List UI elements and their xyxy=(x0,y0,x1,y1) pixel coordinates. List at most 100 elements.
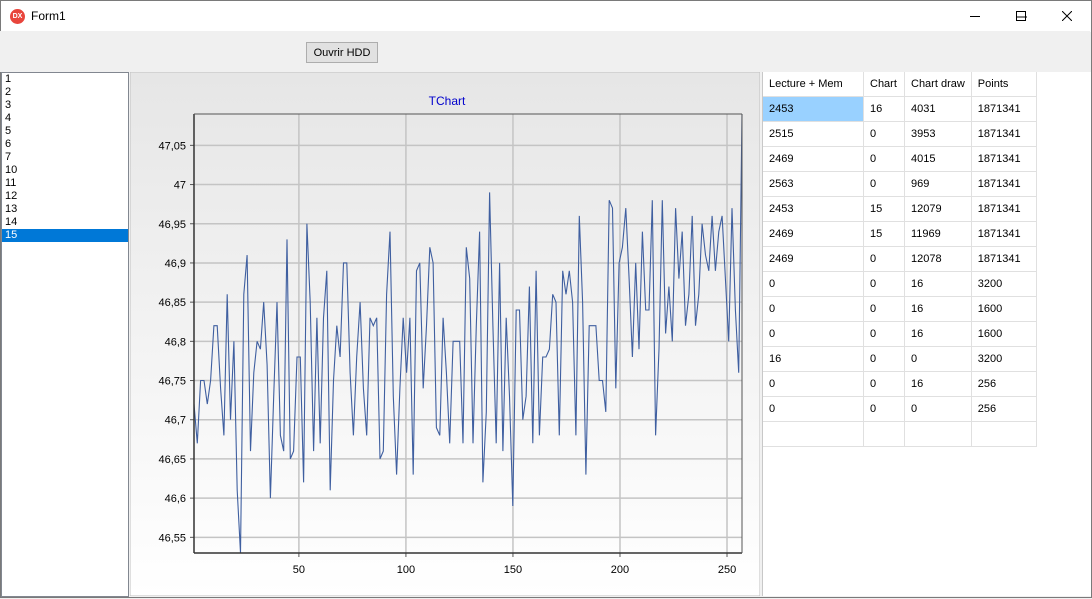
table-cell[interactable]: 0 xyxy=(863,246,905,272)
table-cell[interactable] xyxy=(904,421,972,447)
results-grid[interactable]: Lecture + Mem Chart Chart draw Points 2453 16… xyxy=(762,72,1091,596)
list-item[interactable]: 10 xyxy=(5,164,18,176)
table-cell[interactable]: 0 xyxy=(863,346,905,372)
list-item[interactable]: 1 xyxy=(5,73,12,85)
y-tick-label: 46,75 xyxy=(158,376,186,388)
list-item[interactable]: 13 xyxy=(5,203,18,215)
table-row[interactable]: 0 0 0 256 xyxy=(763,396,1037,422)
list-item[interactable]: 11 xyxy=(5,177,17,189)
open-hdd-button[interactable]: Ouvrir HDD xyxy=(306,42,378,63)
list-item[interactable]: 4 xyxy=(5,112,12,124)
table-cell[interactable]: 11969 xyxy=(904,221,972,247)
table-cell[interactable]: 0 xyxy=(863,271,905,297)
table-cell[interactable]: 3953 xyxy=(904,121,972,147)
table-cell[interactable]: 0 xyxy=(863,371,905,397)
title-bar[interactable]: DX Form1 xyxy=(1,1,1091,32)
close-button[interactable] xyxy=(1044,0,1090,31)
table-cell[interactable]: 1600 xyxy=(971,296,1037,322)
table-cell[interactable]: 1871341 xyxy=(971,121,1037,147)
table-cell[interactable]: 1871341 xyxy=(971,221,1037,247)
list-item[interactable]: 2 xyxy=(5,86,12,98)
table-cell[interactable]: 1871341 xyxy=(971,171,1037,197)
table-cell[interactable]: 2453 xyxy=(763,96,864,122)
column-header[interactable]: Lecture + Mem xyxy=(763,72,864,97)
table-row[interactable]: 2469 0 12078 1871341 xyxy=(763,246,1037,272)
table-row[interactable]: 0 0 16 1600 xyxy=(763,296,1037,322)
table-cell[interactable]: 2469 xyxy=(763,246,864,272)
table-cell[interactable]: 12079 xyxy=(904,196,972,222)
table-cell[interactable]: 4015 xyxy=(904,146,972,172)
table-cell[interactable]: 969 xyxy=(904,171,972,197)
maximize-button[interactable] xyxy=(998,0,1044,31)
table-cell[interactable]: 15 xyxy=(863,221,905,247)
table-cell[interactable]: 0 xyxy=(763,321,864,347)
table-cell[interactable]: 0 xyxy=(763,296,864,322)
number-listbox[interactable]: 1 2 3 4 5 6 7 10 11 12 13 14 15 xyxy=(1,72,129,597)
table-cell[interactable] xyxy=(863,421,905,447)
table-cell[interactable]: 1871341 xyxy=(971,96,1037,122)
table-cell[interactable]: 0 xyxy=(763,396,864,422)
table-row[interactable]: 2469 15 11969 1871341 xyxy=(763,221,1037,247)
table-cell[interactable]: 4031 xyxy=(904,96,972,122)
table-cell[interactable]: 0 xyxy=(763,271,864,297)
list-item[interactable]: 5 xyxy=(5,125,12,137)
list-item[interactable]: 6 xyxy=(5,138,12,150)
table-cell[interactable]: 16 xyxy=(763,346,864,372)
table-cell[interactable]: 0 xyxy=(863,121,905,147)
app-icon: DX xyxy=(10,9,25,24)
table-row[interactable] xyxy=(763,421,1037,447)
list-item[interactable]: 14 xyxy=(5,216,18,228)
table-cell[interactable]: 16 xyxy=(863,96,905,122)
table-row[interactable]: 2453 15 12079 1871341 xyxy=(763,196,1037,222)
table-cell[interactable]: 2453 xyxy=(763,196,864,222)
y-tick-label: 46,8 xyxy=(165,336,186,348)
table-cell[interactable]: 3200 xyxy=(971,271,1037,297)
table-row[interactable]: 2563 0 969 1871341 xyxy=(763,171,1037,197)
table-cell[interactable]: 16 xyxy=(904,296,972,322)
table-cell[interactable]: 15 xyxy=(863,196,905,222)
table-row[interactable]: 16 0 0 3200 xyxy=(763,346,1037,372)
table-cell[interactable]: 2515 xyxy=(763,121,864,147)
table-row[interactable]: 2469 0 4015 1871341 xyxy=(763,146,1037,172)
table-cell[interactable]: 0 xyxy=(863,171,905,197)
x-tick-label: 200 xyxy=(611,564,629,576)
table-cell[interactable]: 1871341 xyxy=(971,196,1037,222)
table-cell[interactable]: 0 xyxy=(763,371,864,397)
table-cell[interactable]: 16 xyxy=(904,371,972,397)
table-cell[interactable]: 12078 xyxy=(904,246,972,272)
table-cell[interactable]: 2469 xyxy=(763,146,864,172)
table-cell[interactable]: 0 xyxy=(863,396,905,422)
table-cell[interactable]: 1871341 xyxy=(971,246,1037,272)
table-cell[interactable]: 0 xyxy=(904,346,972,372)
table-cell[interactable] xyxy=(971,421,1037,447)
table-cell[interactable]: 2469 xyxy=(763,221,864,247)
table-cell[interactable]: 0 xyxy=(863,146,905,172)
table-cell[interactable]: 2563 xyxy=(763,171,864,197)
table-cell[interactable] xyxy=(763,421,864,447)
column-header[interactable]: Chart xyxy=(863,72,905,97)
table-row[interactable]: 0 0 16 3200 xyxy=(763,271,1037,297)
minimize-button[interactable] xyxy=(952,0,998,31)
list-item[interactable]: 7 xyxy=(5,151,12,163)
table-cell[interactable]: 16 xyxy=(904,321,972,347)
table-cell[interactable]: 16 xyxy=(904,271,972,297)
table-row[interactable]: 2453 16 4031 1871341 xyxy=(763,96,1037,122)
minimize-icon xyxy=(970,15,980,17)
table-cell[interactable]: 256 xyxy=(971,396,1037,422)
list-item[interactable]: 3 xyxy=(5,99,12,111)
column-header[interactable]: Points xyxy=(971,72,1037,97)
table-cell[interactable]: 0 xyxy=(863,321,905,347)
list-item[interactable]: 15 xyxy=(2,229,128,242)
table-row[interactable]: 2515 0 3953 1871341 xyxy=(763,121,1037,147)
table-cell[interactable]: 0 xyxy=(904,396,972,422)
table-row[interactable]: 0 0 16 256 xyxy=(763,371,1037,397)
column-header[interactable]: Chart draw xyxy=(904,72,972,97)
table-row[interactable]: 0 0 16 1600 xyxy=(763,321,1037,347)
list-item[interactable]: 12 xyxy=(5,190,18,202)
table-cell[interactable]: 0 xyxy=(863,296,905,322)
table-cell[interactable]: 256 xyxy=(971,371,1037,397)
table-cell[interactable]: 1600 xyxy=(971,321,1037,347)
table-cell[interactable]: 3200 xyxy=(971,346,1037,372)
table-cell[interactable]: 1871341 xyxy=(971,146,1037,172)
y-tick-label: 46,85 xyxy=(158,297,186,309)
